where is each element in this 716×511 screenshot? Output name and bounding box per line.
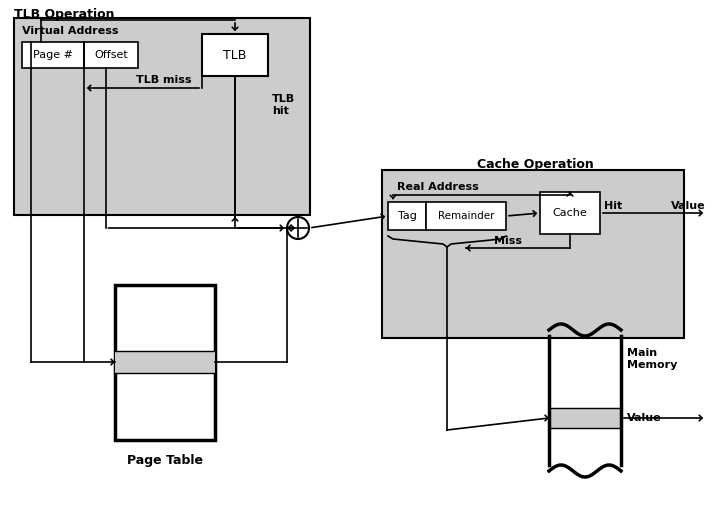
Text: Tag: Tag	[397, 211, 417, 221]
Bar	[14, 18, 310, 215]
Bar	[382, 170, 684, 338]
Text: Page #: Page #	[33, 50, 73, 60]
Text: TLB
hit: TLB hit	[272, 94, 295, 115]
Bar	[115, 351, 215, 373]
Text: Miss: Miss	[494, 236, 522, 246]
Bar	[115, 285, 215, 440]
Text: TLB: TLB	[223, 49, 247, 61]
Bar	[84, 42, 138, 68]
Text: Cache Operation: Cache Operation	[477, 158, 594, 171]
Text: Page Table: Page Table	[127, 454, 203, 467]
Text: TLB miss: TLB miss	[137, 75, 192, 85]
Bar	[388, 202, 426, 230]
Text: Remainder: Remainder	[437, 211, 494, 221]
Text: Main
Memory: Main Memory	[627, 348, 677, 369]
Text: Hit: Hit	[604, 201, 622, 211]
Bar	[202, 34, 268, 76]
Bar	[426, 202, 506, 230]
Text: Virtual Address: Virtual Address	[22, 26, 119, 36]
Text: TLB Operation: TLB Operation	[14, 8, 115, 21]
Bar	[22, 42, 84, 68]
Text: Offset: Offset	[94, 50, 128, 60]
Text: Value: Value	[672, 201, 706, 211]
Text: Cache: Cache	[553, 208, 587, 218]
Bar	[540, 192, 600, 234]
Text: Value: Value	[627, 413, 662, 423]
Text: Real Address: Real Address	[397, 182, 479, 192]
